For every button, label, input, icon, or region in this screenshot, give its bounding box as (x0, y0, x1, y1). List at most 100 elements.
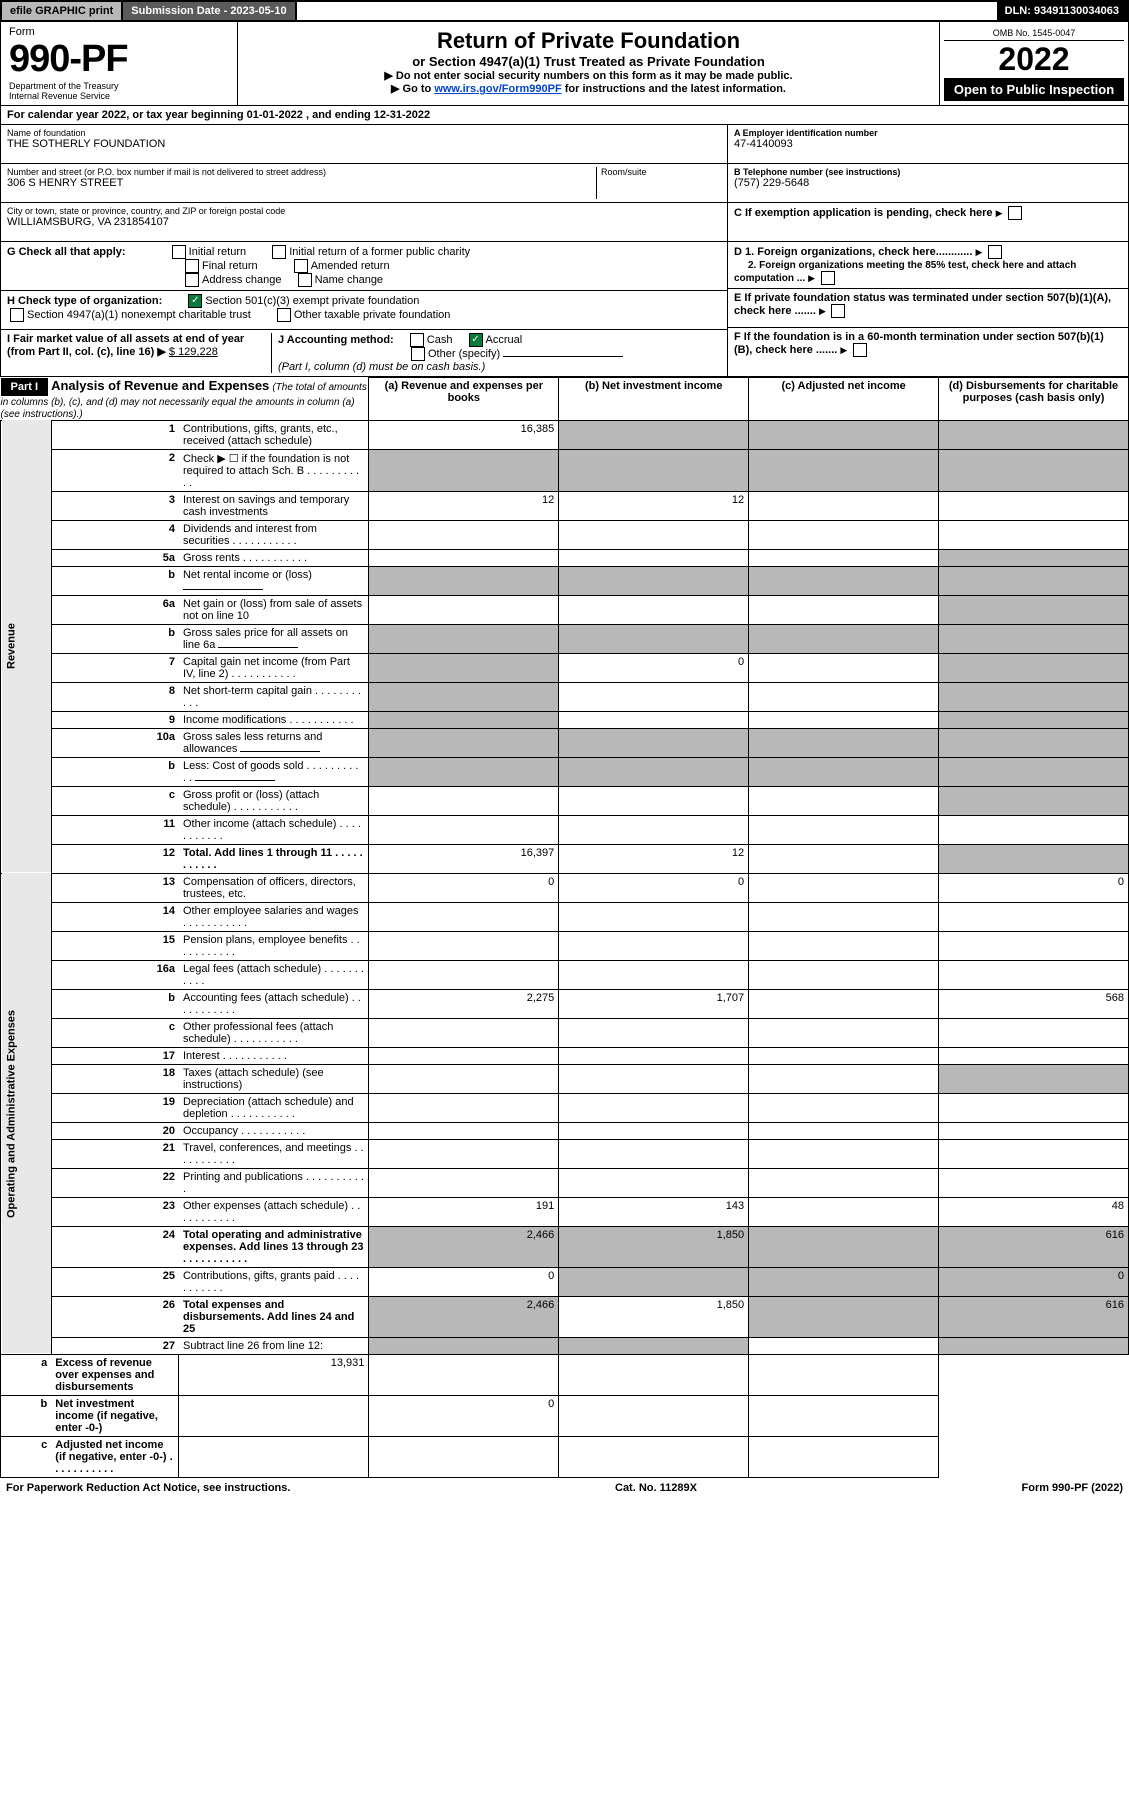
check-accrual[interactable] (469, 333, 483, 347)
line-desc: Total expenses and disbursements. Add li… (179, 1296, 369, 1337)
table-row: 11Other income (attach schedule) (1, 815, 1129, 844)
amt-cell (939, 653, 1129, 682)
form-label: Form (9, 26, 229, 38)
table-row: 15Pension plans, employee benefits (1, 931, 1129, 960)
amt-cell: 12 (559, 844, 749, 873)
amt-cell: 0 (369, 1395, 559, 1436)
amt-cell (939, 449, 1129, 491)
amt-cell (369, 653, 559, 682)
f-text: F If the foundation is in a 60-month ter… (734, 331, 1104, 356)
amt-cell (369, 902, 559, 931)
check-final[interactable] (185, 259, 199, 273)
amt-cell: 2,466 (369, 1226, 559, 1267)
table-row: 8Net short-term capital gain (1, 682, 1129, 711)
amt-cell (559, 786, 749, 815)
amt-cell (939, 931, 1129, 960)
amt-cell (939, 1064, 1129, 1093)
amt-cell (749, 815, 939, 844)
amt-cell (559, 815, 749, 844)
table-row: bLess: Cost of goods sold (1, 757, 1129, 786)
amt-cell (939, 1139, 1129, 1168)
check-e[interactable] (831, 304, 845, 318)
line-num: b (51, 566, 179, 595)
table-row: 27Subtract line 26 from line 12: (1, 1337, 1129, 1354)
amt-cell (559, 902, 749, 931)
amt-cell (559, 1168, 749, 1197)
amt-cell (559, 711, 749, 728)
amt-cell: 0 (369, 873, 559, 902)
check-other-acct[interactable] (411, 347, 425, 361)
dept: Department of the Treasury (9, 81, 229, 91)
check-c[interactable] (1008, 206, 1022, 220)
line-num: 17 (51, 1047, 179, 1064)
amt-cell (369, 815, 559, 844)
table-row: Revenue1Contributions, gifts, grants, et… (1, 420, 1129, 449)
line-num: 6a (51, 595, 179, 624)
table-row: bGross sales price for all assets on lin… (1, 624, 1129, 653)
check-amended[interactable] (294, 259, 308, 273)
amt-cell (559, 1018, 749, 1047)
amt-cell (939, 1018, 1129, 1047)
amt-cell (749, 1436, 939, 1477)
check-initial[interactable] (172, 245, 186, 259)
note1: ▶ Do not enter social security numbers o… (244, 69, 933, 82)
amt-cell (749, 1139, 939, 1168)
line-desc: Excess of revenue over expenses and disb… (51, 1354, 179, 1395)
part1-label: Part I (1, 378, 49, 396)
check-cash[interactable] (410, 333, 424, 347)
amt-cell (939, 682, 1129, 711)
amt-cell (749, 1168, 939, 1197)
check-address[interactable] (185, 273, 199, 287)
amt-cell (749, 728, 939, 757)
line-num: 22 (51, 1168, 179, 1197)
ein: 47-4140093 (734, 138, 1122, 150)
amt-cell (939, 1047, 1129, 1064)
telephone: (757) 229-5648 (734, 177, 1122, 189)
tel-label: B Telephone number (see instructions) (734, 167, 1122, 177)
amt-cell (369, 1122, 559, 1139)
check-d2[interactable] (821, 271, 835, 285)
amt-cell (749, 1197, 939, 1226)
amt-cell (559, 1139, 749, 1168)
table-row: 16aLegal fees (attach schedule) (1, 960, 1129, 989)
amt-cell (369, 549, 559, 566)
amt-cell (559, 1047, 749, 1064)
amt-cell (749, 491, 939, 520)
amt-cell (939, 815, 1129, 844)
amt-cell: 143 (559, 1197, 749, 1226)
check-other-tax[interactable] (277, 308, 291, 322)
line-desc: Dividends and interest from securities (179, 520, 369, 549)
irs: Internal Revenue Service (9, 91, 229, 101)
amt-cell (369, 1064, 559, 1093)
check-initial-public[interactable] (272, 245, 286, 259)
irs-link[interactable]: www.irs.gov/Form990PF (434, 83, 561, 95)
line-desc: Less: Cost of goods sold (179, 757, 369, 786)
table-row: cGross profit or (loss) (attach schedule… (1, 786, 1129, 815)
check-f[interactable] (853, 343, 867, 357)
check-4947[interactable] (10, 308, 24, 322)
line-num: 3 (51, 491, 179, 520)
amt-cell (939, 491, 1129, 520)
table-row: 17Interest (1, 1047, 1129, 1064)
name-label: Name of foundation (7, 128, 721, 138)
check-name[interactable] (298, 273, 312, 287)
amt-cell: 616 (939, 1226, 1129, 1267)
amt-cell (369, 566, 559, 595)
amt-cell (749, 1296, 939, 1337)
revenue-label: Revenue (1, 420, 52, 873)
amt-cell (559, 728, 749, 757)
fmv: $ 129,228 (169, 346, 218, 358)
line-desc: Contributions, gifts, grants, etc., rece… (179, 420, 369, 449)
amt-cell: 616 (939, 1296, 1129, 1337)
amt-cell (749, 1267, 939, 1296)
table-row: 18Taxes (attach schedule) (see instructi… (1, 1064, 1129, 1093)
table-row: 6aNet gain or (loss) from sale of assets… (1, 595, 1129, 624)
amt-cell (749, 682, 939, 711)
table-row: bNet investment income (if negative, ent… (1, 1395, 1129, 1436)
check-501c3[interactable] (188, 294, 202, 308)
amt-cell (939, 1168, 1129, 1197)
table-row: cOther professional fees (attach schedul… (1, 1018, 1129, 1047)
line-desc: Gross rents (179, 549, 369, 566)
check-d1[interactable] (988, 245, 1002, 259)
line-desc: Gross sales less returns and allowances (179, 728, 369, 757)
